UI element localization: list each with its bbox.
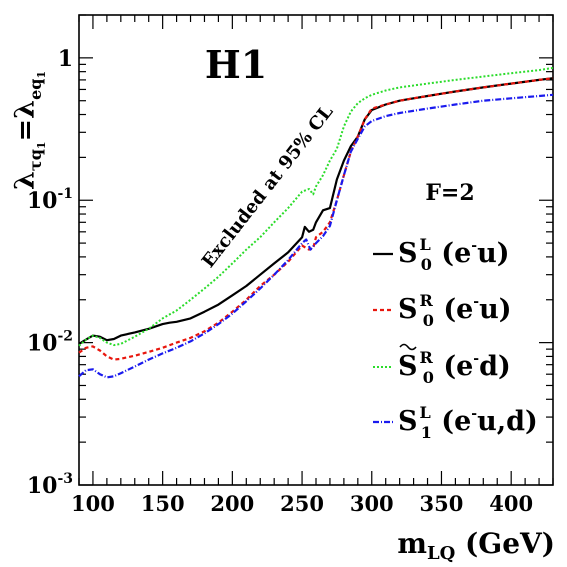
ticks: 100 150 200 250 300 350 400 1 10-1 10-2 10-3 <box>27 14 554 516</box>
x-tick-label: 150 <box>141 491 185 516</box>
x-tick-label: 200 <box>210 491 254 516</box>
x-axis-label-sub: LQ <box>427 543 455 564</box>
x-axis-label-base: m <box>397 527 427 560</box>
y-label-eq: = <box>10 119 41 142</box>
y-tick-label: 10-3 <box>27 471 73 499</box>
series-line-4 <box>78 93 554 379</box>
y-label-rhs-sub: eq <box>26 79 45 100</box>
x-tick-label: 350 <box>420 491 464 516</box>
y-label-lhs: λ <box>10 171 41 190</box>
x-axis-label-tail: (GeV) <box>455 527 555 560</box>
legend-header: F=2 <box>425 180 474 206</box>
series-line-3 <box>78 66 554 347</box>
y-label-rhs: λ <box>10 100 41 119</box>
y-tick-label: 10-2 <box>27 329 73 357</box>
header-text: H1 <box>205 42 267 87</box>
y-axis-label: λτq1=λeq1 <box>10 71 48 190</box>
series-lines <box>78 66 554 379</box>
x-tick-label: 400 <box>489 491 533 516</box>
y-tick-label: 1 <box>58 46 73 72</box>
x-tick-label: 300 <box>350 491 394 516</box>
y-label-lhs-sub: τq <box>26 149 45 171</box>
y-label-lhs-subsub: 1 <box>35 141 48 149</box>
x-tick-label: 250 <box>280 491 324 516</box>
x-tick-label: 100 <box>71 491 115 516</box>
tilde-mark <box>399 343 417 351</box>
x-axis-label: mLQ (GeV) <box>397 527 555 564</box>
series-line-1 <box>78 77 554 345</box>
y-tick-label: 10-1 <box>27 186 73 214</box>
series-line-2 <box>78 77 554 361</box>
y-label-rhs-subsub: 1 <box>35 71 48 79</box>
